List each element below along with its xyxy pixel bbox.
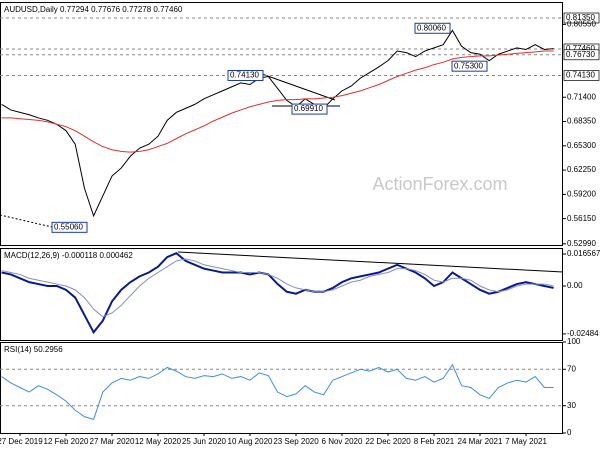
x-tick-label: 10 Aug 2020 xyxy=(228,437,273,446)
trend-line xyxy=(177,251,564,273)
level-label: 0.76730 xyxy=(566,50,595,59)
y-tick-label: 70 xyxy=(567,364,576,373)
watermark: ActionForex.com xyxy=(372,174,507,194)
y-tick-label: 30 xyxy=(567,401,576,410)
level-label: 0.81350 xyxy=(566,13,595,22)
level-label-box xyxy=(563,70,600,81)
x-tick-label: 8 Feb 2021 xyxy=(414,437,455,446)
y-tick-label: 0.016567 xyxy=(567,249,600,258)
trend-line xyxy=(261,73,336,101)
x-tick-label: 12 Feb 2020 xyxy=(44,437,89,446)
y-tick-label: 0.65300 xyxy=(567,141,596,150)
series-line xyxy=(1,50,554,153)
annotation-label: 0.69910 xyxy=(294,104,323,113)
y-tick-label: 0.00 xyxy=(567,281,583,290)
x-tick-label: 7 May 2021 xyxy=(505,437,547,446)
y-tick-label: 0.56150 xyxy=(567,214,596,223)
x-tick-label: 22 Dec 2020 xyxy=(365,437,411,446)
annotation-box xyxy=(414,22,451,34)
series-line xyxy=(1,29,554,218)
x-tick-label: 27 Dec 2019 xyxy=(0,437,43,446)
series-line xyxy=(1,258,554,318)
level-label-box xyxy=(563,12,600,24)
panel-frame xyxy=(0,248,563,341)
annotation-label: 0.55060 xyxy=(54,222,83,231)
annotation-label: 0.80060 xyxy=(417,23,446,32)
level-label: 0.74130 xyxy=(566,71,595,80)
annotation-label: 0.75300 xyxy=(454,61,483,70)
x-tick-label: 24 Mar 2021 xyxy=(458,437,503,446)
annotation-box xyxy=(227,69,264,81)
annotation-box xyxy=(51,221,88,233)
panel-frame xyxy=(0,342,563,434)
trend-line xyxy=(0,214,53,228)
series-line xyxy=(1,363,554,420)
panel-frame xyxy=(0,2,563,246)
panel-title: MACD(12,26,9) -0.000118 0.000462 xyxy=(4,251,133,260)
x-tick-label: 12 May 2020 xyxy=(135,437,182,446)
level-label: 0.77460 xyxy=(566,44,595,53)
annotation-box xyxy=(291,103,328,115)
x-tick-label: 25 Jun 2020 xyxy=(182,437,227,446)
y-tick-label: 0.59200 xyxy=(567,189,596,198)
y-tick-label: 100 xyxy=(567,337,581,346)
x-tick-label: 6 Nov 2020 xyxy=(322,437,363,446)
y-tick-label: 0.62250 xyxy=(567,165,596,174)
x-tick-label: 23 Sep 2020 xyxy=(273,437,319,446)
level-label-box xyxy=(563,49,600,61)
y-tick-label: 0.71400 xyxy=(567,92,596,101)
y-tick-label: 0.68350 xyxy=(567,117,596,126)
y-tick-label: 0.52990 xyxy=(567,239,596,248)
y-tick-label: 0.80550 xyxy=(567,19,596,28)
y-tick-label: -0.02484 xyxy=(567,329,599,338)
y-tick-label: 0 xyxy=(567,428,572,437)
panel-title: AUDUSD,Daily 0.77294 0.77676 0.77278 0.7… xyxy=(4,5,183,14)
annotation-label: 0.74130 xyxy=(230,71,259,80)
x-tick-label: 27 Mar 2020 xyxy=(90,437,135,446)
annotation-box xyxy=(451,60,488,72)
panel-title: RSI(14) 50.2956 xyxy=(4,345,63,354)
